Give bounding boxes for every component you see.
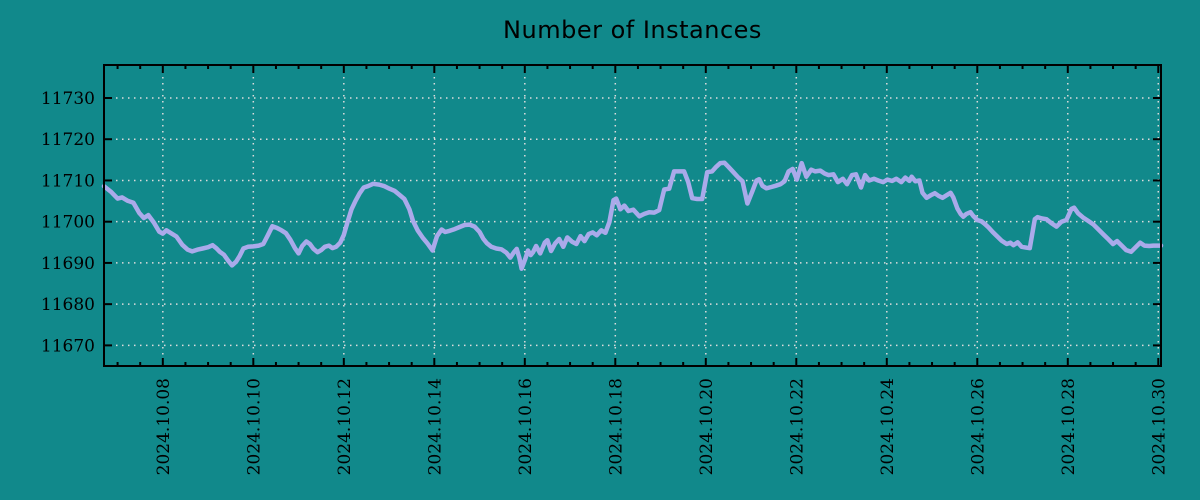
plot-border: [103, 64, 1162, 367]
x-axis-tick-label: 2024.10.22: [787, 378, 807, 475]
y-axis-tick-label: 11720: [41, 130, 95, 150]
x-axis-tick-label: 2024.10.08: [154, 378, 174, 475]
x-axis-tick-label: 2024.10.10: [244, 378, 264, 475]
x-axis-tick-label: 2024.10.26: [968, 378, 988, 475]
x-axis-tick-label: 2024.10.24: [878, 378, 898, 475]
data-line: [101, 160, 1164, 271]
y-axis-tick-label: 11710: [41, 171, 95, 191]
chart-title: Number of Instances: [503, 16, 762, 44]
x-axis-tick-label: 2024.10.20: [697, 378, 717, 475]
y-axis-tick-label: 11700: [41, 213, 95, 233]
y-axis-tick-label: 11670: [41, 336, 95, 356]
y-axis-tick-label: 11680: [41, 295, 95, 315]
y-axis-tick-label: 11690: [41, 254, 95, 274]
x-axis-tick-label: 2024.10.12: [335, 378, 355, 475]
y-axis-tick-label: 11730: [41, 89, 95, 109]
x-axis-tick-label: 2024.10.14: [425, 378, 445, 475]
x-axis-tick-label: 2024.10.30: [1149, 378, 1169, 475]
x-axis-tick-label: 2024.10.28: [1059, 378, 1079, 475]
x-axis-tick-label: 2024.10.18: [606, 378, 626, 475]
x-axis-tick-label: 2024.10.16: [516, 378, 536, 475]
